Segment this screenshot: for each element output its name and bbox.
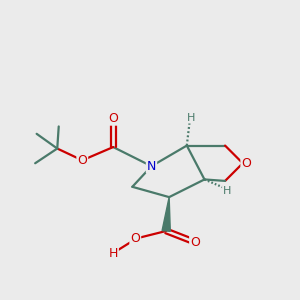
- Text: H: H: [187, 112, 195, 123]
- Text: O: O: [241, 157, 251, 170]
- Polygon shape: [162, 197, 170, 231]
- Text: H: H: [223, 186, 231, 196]
- Text: O: O: [108, 112, 118, 125]
- Text: O: O: [130, 232, 140, 245]
- Text: N: N: [147, 160, 156, 173]
- Text: H: H: [109, 247, 118, 260]
- Text: O: O: [190, 236, 200, 249]
- Text: O: O: [77, 154, 87, 167]
